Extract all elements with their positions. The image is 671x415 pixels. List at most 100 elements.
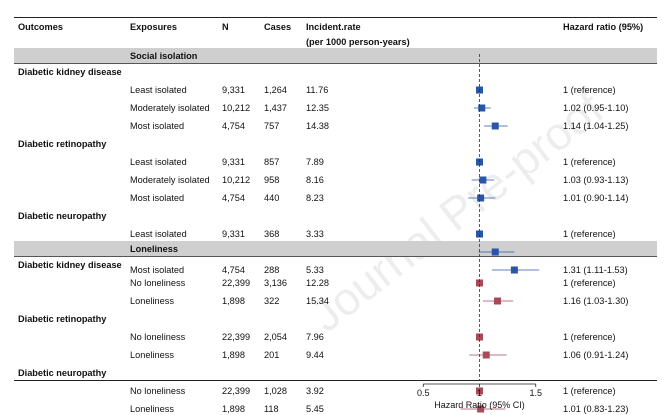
cases-value: 201	[264, 350, 280, 360]
point-marker	[477, 405, 485, 413]
point-marker	[491, 248, 499, 256]
hazard-ratio-text: 1.06 (0.91-1.24)	[563, 350, 629, 360]
n-value: 9,331	[222, 157, 245, 167]
rate-value: 3.33	[306, 229, 324, 239]
point-marker	[491, 122, 499, 130]
section-band-rule	[14, 256, 657, 257]
cases-value: 440	[264, 193, 280, 203]
exposure-label: Moderately isolated	[130, 103, 210, 113]
cases-value: 2,054	[264, 332, 287, 342]
outcome-label: Diabetic retinopathy	[18, 139, 107, 149]
exposure-label: Loneliness	[130, 350, 174, 360]
rate-value: 7.89	[306, 157, 324, 167]
exposure-label: Most isolated	[130, 193, 185, 203]
rate-value: 11.76	[306, 85, 329, 95]
header-exposures: Exposures	[130, 22, 177, 32]
header-n: N	[222, 22, 229, 32]
hazard-ratio-text: 1.03 (0.93-1.13)	[563, 175, 629, 185]
rate-value: 15.34	[306, 296, 329, 306]
cases-value: 1,028	[264, 386, 287, 396]
x-axis-label: Hazard Ratio (95% CI)	[434, 400, 525, 410]
bottom-rule	[14, 380, 657, 381]
rate-value: 12.28	[306, 278, 329, 288]
point-marker	[482, 351, 490, 359]
outcome-label: Diabetic neuropathy	[18, 211, 107, 221]
exposure-label: Least isolated	[130, 157, 187, 167]
n-value: 4,754	[222, 121, 245, 131]
x-tick-label: 0.5	[417, 388, 430, 398]
outcome-label: Diabetic kidney disease	[18, 67, 122, 77]
n-value: 9,331	[222, 229, 245, 239]
rate-value: 5.45	[306, 404, 324, 414]
exposure-label: Loneliness	[130, 404, 174, 414]
exposure-label: Moderately isolated	[130, 175, 210, 185]
hazard-ratio-text: 1 (reference)	[563, 85, 616, 95]
outcome-label: Diabetic retinopathy	[18, 314, 107, 324]
hazard-ratio-text: 1.16 (1.03-1.30)	[563, 296, 629, 306]
exposure-label: No loneliness	[130, 278, 186, 288]
hazard-ratio-text: 1 (reference)	[563, 278, 616, 288]
section-title: Social isolation	[130, 50, 198, 61]
rate-value: 8.16	[306, 175, 324, 185]
point-marker	[478, 104, 486, 112]
header-rate-unit: (per 1000 person-years)	[306, 37, 410, 47]
cases-value: 1,437	[264, 103, 287, 113]
cases-value: 288	[264, 265, 280, 275]
exposure-label: Most isolated	[130, 265, 185, 275]
n-value: 22,399	[222, 386, 251, 396]
rate-value: 3.92	[306, 386, 324, 396]
n-value: 1,898	[222, 404, 245, 414]
n-value: 1,898	[222, 350, 245, 360]
exposure-label: Most isolated	[130, 121, 185, 131]
hazard-ratio-text: 1 (reference)	[563, 332, 616, 342]
point-marker	[479, 176, 487, 184]
cases-value: 857	[264, 157, 280, 167]
rate-value: 12.35	[306, 103, 329, 113]
top-rule	[14, 17, 657, 18]
point-marker	[477, 194, 485, 202]
rate-value: 7.96	[306, 332, 324, 342]
header-rate: Incident.rate	[306, 22, 361, 32]
cases-value: 3,136	[264, 278, 287, 288]
n-value: 10,212	[222, 103, 251, 113]
section-band-rule	[14, 63, 657, 64]
hazard-ratio-text: 1.01 (0.90-1.14)	[563, 193, 629, 203]
exposure-label: Loneliness	[130, 296, 174, 306]
cases-value: 958	[264, 175, 280, 185]
n-value: 22,399	[222, 332, 251, 342]
cases-value: 118	[264, 404, 279, 414]
outcome-label: Diabetic neuropathy	[18, 368, 107, 378]
hazard-ratio-text: 1 (reference)	[563, 229, 616, 239]
n-value: 22,399	[222, 278, 251, 288]
hazard-ratio-text: 1.14 (1.04-1.25)	[563, 121, 629, 131]
exposure-label: Least isolated	[130, 229, 187, 239]
cases-value: 1,264	[264, 85, 287, 95]
point-marker	[476, 279, 483, 287]
point-marker	[510, 266, 518, 274]
n-value: 4,754	[222, 265, 245, 275]
outcome-label: Diabetic kidney disease	[18, 260, 122, 270]
n-value: 10,212	[222, 175, 251, 185]
exposure-label: Least isolated	[130, 85, 187, 95]
hazard-ratio-text: 1 (reference)	[563, 157, 616, 167]
rate-value: 9.44	[306, 350, 324, 360]
header-outcomes: Outcomes	[18, 22, 63, 32]
x-tick-label: 1.5	[529, 388, 542, 398]
header-hazard-ratio: Hazard ratio (95%)	[563, 22, 644, 32]
x-tick-label: 1	[477, 388, 482, 398]
point-marker	[476, 387, 483, 395]
cases-value: 757	[264, 121, 280, 131]
hazard-ratio-text: 1 (reference)	[563, 386, 616, 396]
point-marker	[494, 297, 501, 305]
rate-value: 14.38	[306, 121, 329, 131]
cases-value: 322	[264, 296, 280, 306]
n-value: 1,898	[222, 296, 245, 306]
exposure-label: No loneliness	[130, 386, 186, 396]
section-title: Loneliness	[130, 243, 178, 254]
rate-value: 5.33	[306, 265, 324, 275]
rate-value: 8.23	[306, 193, 324, 203]
exposure-label: No loneliness	[130, 332, 186, 342]
cases-value: 368	[264, 229, 280, 239]
hazard-ratio-text: 1.01 (0.83-1.23)	[563, 404, 629, 414]
